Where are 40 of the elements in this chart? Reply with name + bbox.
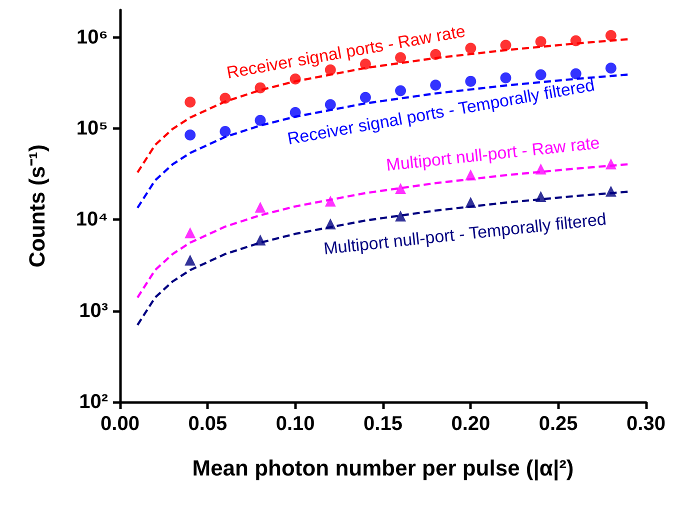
point <box>184 96 196 108</box>
point <box>395 52 406 64</box>
x-tick-label: 0.25 <box>538 413 578 435</box>
annotation: Receiver signal ports - Raw rate <box>225 22 467 82</box>
y-tick-label: 10⁴ <box>76 208 108 231</box>
x-tick-label: 0.20 <box>451 413 490 435</box>
x-tick-label: 0.30 <box>626 413 666 435</box>
point <box>184 130 196 141</box>
x-tick-label: 0.00 <box>100 413 140 435</box>
point <box>395 85 406 96</box>
point <box>570 68 582 80</box>
point <box>360 92 371 103</box>
point <box>395 210 406 222</box>
point <box>605 30 616 41</box>
point <box>220 126 231 137</box>
point <box>430 80 442 91</box>
y-tick-label: 10³ <box>79 300 108 322</box>
x-axis-title: Mean photon number per pulse (|α|²) <box>192 456 574 480</box>
y-tick-label: 10⁶ <box>76 26 108 48</box>
point <box>184 254 196 266</box>
point <box>395 183 406 194</box>
annotation: Multiport null-port - Temporally filtered <box>322 210 608 258</box>
point <box>605 62 616 74</box>
point <box>465 42 476 54</box>
point <box>184 227 196 238</box>
y-tick-label: 10⁵ <box>76 118 108 140</box>
point <box>535 69 546 80</box>
annotation: Multiport null-port - Raw rate <box>385 133 601 175</box>
point <box>465 76 476 87</box>
point <box>500 72 512 84</box>
x-tick-label: 0.10 <box>276 413 315 435</box>
y-tick-label: 10² <box>79 391 108 413</box>
x-tick-label: 0.05 <box>188 413 228 435</box>
point <box>324 99 336 110</box>
y-axis-title: Counts (s⁻¹) <box>24 144 50 268</box>
point <box>500 40 512 51</box>
x-tick-label: 0.15 <box>364 413 402 435</box>
point <box>254 202 266 213</box>
point <box>254 114 266 126</box>
point <box>535 36 546 48</box>
